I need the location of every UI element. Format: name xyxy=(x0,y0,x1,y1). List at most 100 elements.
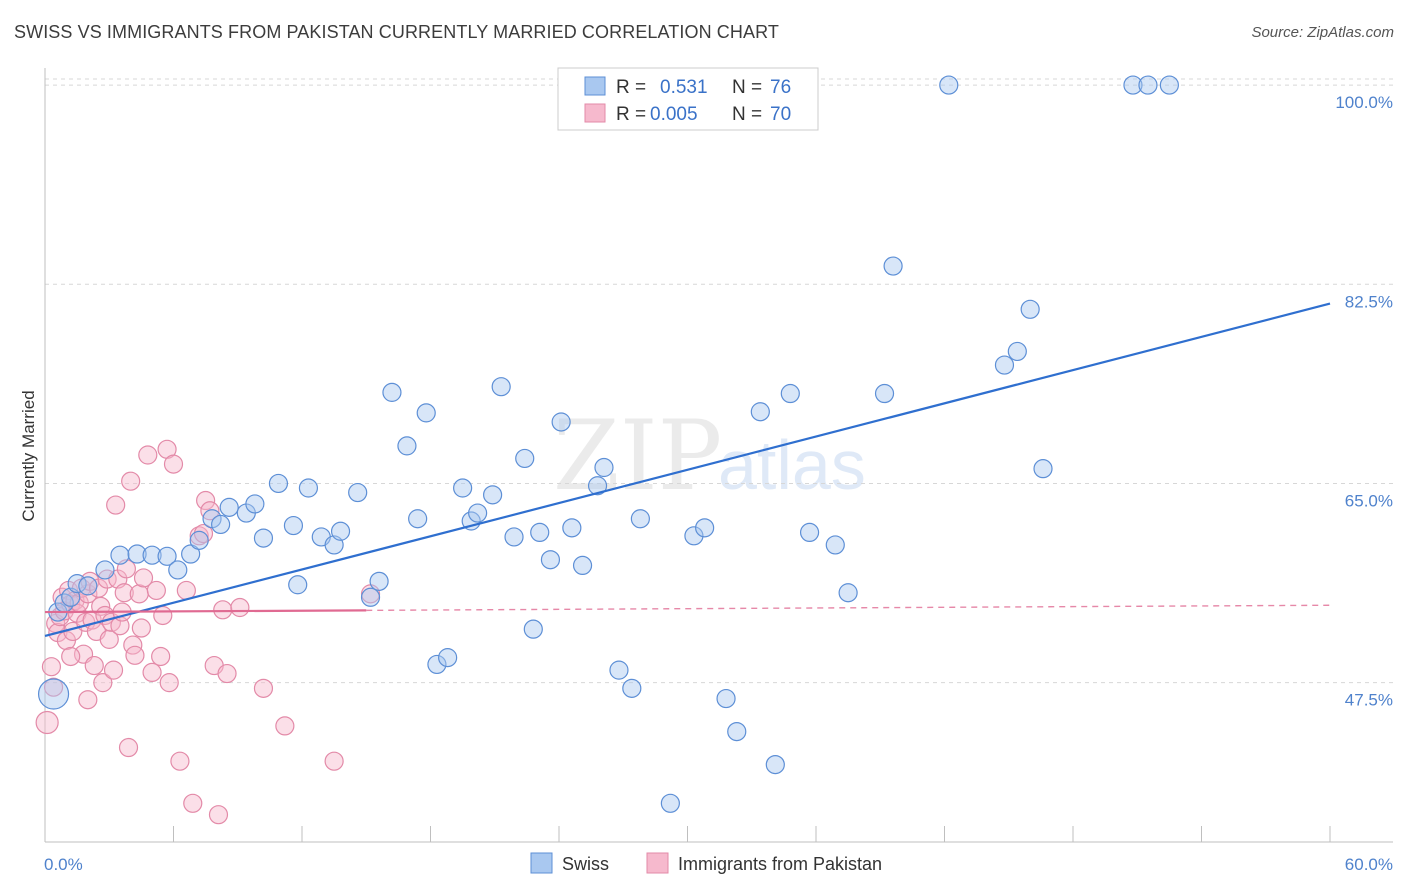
swiss-point xyxy=(1123,75,1143,95)
pakistan-r-value: 0.005 xyxy=(650,104,698,125)
pakistan-point xyxy=(324,751,344,771)
swiss-point xyxy=(530,522,550,543)
pakistan-point xyxy=(170,751,190,771)
swiss-point xyxy=(551,412,571,432)
watermark-atlas: atlas xyxy=(718,426,866,504)
pakistan-n-label: N = xyxy=(732,104,762,125)
y-tick-label: 82.5% xyxy=(1345,292,1393,311)
swiss-point xyxy=(716,688,736,709)
pakistan-point xyxy=(142,662,162,683)
y-tick-label: 47.5% xyxy=(1345,691,1393,710)
pakistan-point xyxy=(118,737,139,758)
pakistan-point xyxy=(121,471,141,491)
swiss-point xyxy=(1159,75,1179,95)
pakistan-point xyxy=(253,678,274,698)
swiss-point xyxy=(874,383,895,404)
chart-title: SWISS VS IMMIGRANTS FROM PAKISTAN CURREN… xyxy=(14,22,779,42)
pakistan-swatch xyxy=(584,103,606,123)
pakistan-point xyxy=(78,690,98,710)
pakistan-point xyxy=(275,716,295,736)
y-tick-label: 65.0% xyxy=(1345,491,1393,510)
pakistan-point xyxy=(138,445,158,465)
swiss-point xyxy=(491,377,511,397)
swiss-point xyxy=(630,509,650,529)
y-tick-labels: 47.5% 65.0% 82.5% 100.0% xyxy=(1335,93,1393,710)
swiss-point xyxy=(95,560,115,580)
swiss-point xyxy=(695,518,715,538)
swiss-point xyxy=(483,485,503,505)
swiss-point xyxy=(727,721,747,742)
swiss-point xyxy=(369,571,389,591)
swiss-n-value: 76 xyxy=(770,77,791,98)
swiss-point xyxy=(660,793,680,813)
pakistan-point xyxy=(213,600,233,620)
swiss-point xyxy=(838,583,858,603)
axes xyxy=(44,68,1393,843)
pakistan-point xyxy=(159,673,179,693)
pakistan-trend-extension xyxy=(366,604,1331,612)
swiss-point xyxy=(468,503,488,523)
swiss-point xyxy=(939,75,959,95)
swiss-point xyxy=(572,555,593,576)
legend-swatch-swiss xyxy=(530,852,553,874)
legend-label-pakistan: Immigrants from Pakistan xyxy=(678,854,882,874)
pakistan-point xyxy=(106,495,126,515)
swiss-point xyxy=(523,619,543,639)
pakistan-point xyxy=(129,584,149,604)
swiss-r-value: 0.531 xyxy=(660,77,708,98)
pakistan-point xyxy=(99,629,119,649)
pakistan-point xyxy=(125,645,145,665)
swiss-point xyxy=(765,754,785,775)
pakistan-point xyxy=(151,646,171,667)
legend-swatch-pakistan xyxy=(646,852,669,874)
pakistan-point xyxy=(114,583,134,603)
pakistan-point xyxy=(61,646,81,667)
swiss-point xyxy=(348,482,368,503)
trend-lines xyxy=(44,302,1331,638)
swiss-point xyxy=(268,473,289,494)
swiss-n-label: N = xyxy=(732,77,762,98)
pakistan-point xyxy=(146,580,166,601)
swiss-point xyxy=(1033,459,1053,479)
swiss-point xyxy=(397,436,417,456)
swiss-r-label: R = xyxy=(616,77,646,98)
pakistan-point xyxy=(196,490,216,511)
swiss-point xyxy=(562,518,582,538)
swiss-point xyxy=(825,535,845,555)
y-axis-label: Currently Married xyxy=(19,390,38,521)
swiss-point xyxy=(408,509,428,529)
swiss-point xyxy=(438,648,458,668)
pakistan-point xyxy=(153,605,173,626)
swiss-point xyxy=(453,478,473,498)
source-label: Source: ZipAtlas.com xyxy=(1251,24,1394,41)
swiss-point xyxy=(540,550,561,570)
swiss-point xyxy=(245,494,265,514)
swiss-point xyxy=(883,256,903,276)
pakistan-point xyxy=(103,660,124,680)
watermark-zip: ZIP xyxy=(553,400,722,512)
x-tick-min: 0.0% xyxy=(44,855,83,874)
swiss-point xyxy=(587,476,608,496)
swiss-point xyxy=(253,528,274,548)
swiss-point xyxy=(609,660,629,680)
swiss-point xyxy=(594,457,614,478)
swiss-point xyxy=(168,560,188,580)
pakistan-r-label: R = xyxy=(616,104,646,125)
pakistan-point xyxy=(93,673,113,693)
swiss-point xyxy=(1138,75,1158,95)
swiss-point xyxy=(1020,299,1040,319)
pakistan-trend-line xyxy=(44,609,367,614)
y-tick-label: 100.0% xyxy=(1335,93,1393,112)
legend-label-swiss: Swiss xyxy=(562,854,609,874)
swiss-point xyxy=(127,544,147,564)
pakistan-point xyxy=(200,501,220,521)
swiss-point xyxy=(360,587,381,607)
pakistan-n-value: 70 xyxy=(770,104,791,125)
swiss-point xyxy=(427,654,447,675)
pakistan-point xyxy=(230,597,250,618)
swiss-point xyxy=(37,678,70,710)
swiss-point xyxy=(330,521,351,541)
swiss-point xyxy=(504,527,524,547)
swiss-point xyxy=(750,402,770,422)
